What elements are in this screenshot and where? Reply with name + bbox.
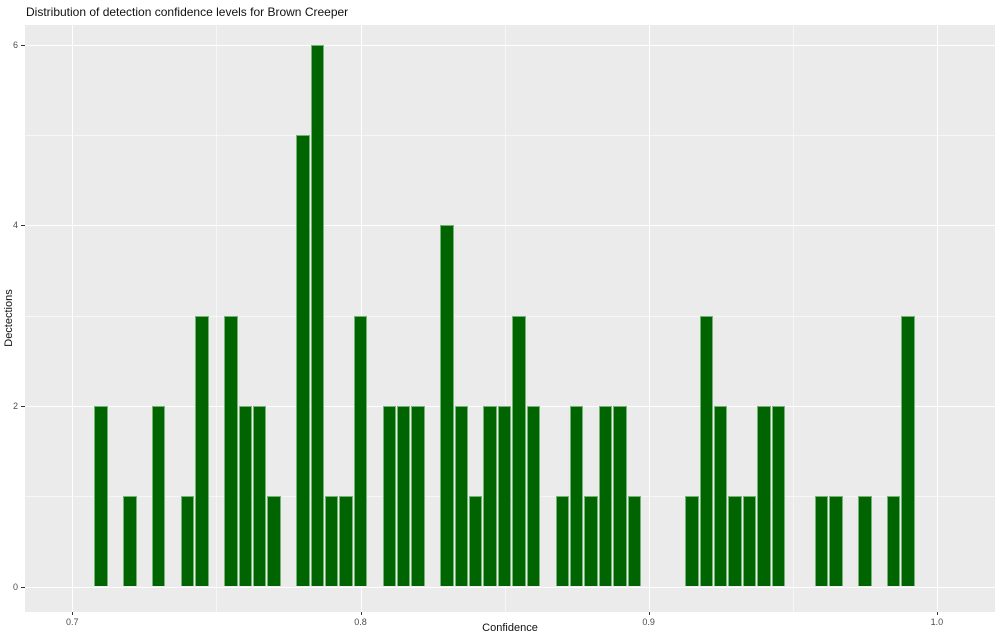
histogram-bar: [454, 405, 469, 587]
histogram-bar: [886, 496, 901, 587]
histogram-bar: [627, 496, 641, 587]
histogram-bar: [296, 134, 310, 587]
histogram-bar: [267, 496, 281, 587]
x-tick-mark: [648, 612, 650, 615]
y-tick-label: 0: [12, 581, 18, 592]
x-tick-label: 0.8: [354, 617, 367, 627]
histogram-bar: [339, 496, 353, 587]
gridline-major-x: [648, 25, 650, 612]
x-tick-mark: [936, 612, 938, 615]
histogram-bar: [310, 44, 324, 587]
gridline-minor-y: [25, 315, 995, 317]
histogram-bar: [252, 405, 267, 587]
histogram-bar: [512, 315, 526, 587]
histogram-bar: [411, 405, 425, 587]
histogram-bar: [699, 315, 714, 587]
histogram-bar: [771, 405, 786, 587]
histogram-bar: [829, 496, 843, 587]
plot-panel: [25, 25, 995, 612]
histogram-bar: [397, 405, 411, 587]
histogram-bar: [901, 315, 915, 587]
histogram-bar: [685, 496, 699, 587]
y-tick-label: 4: [12, 220, 18, 231]
histogram-bar: [497, 405, 512, 587]
gridline-major-y: [25, 225, 995, 227]
x-tick-mark: [360, 612, 362, 615]
y-tick-label: 6: [12, 39, 18, 50]
histogram-bar: [613, 405, 627, 587]
histogram-bar: [382, 405, 397, 587]
histogram-bar: [224, 315, 238, 587]
histogram-bar: [714, 405, 728, 587]
histogram-bar: [440, 225, 454, 587]
histogram-bar: [180, 496, 195, 587]
histogram-bar: [238, 405, 252, 587]
histogram-bar: [584, 496, 598, 587]
x-tick-label: 1.0: [930, 617, 944, 627]
x-axis-title: Confidence: [482, 622, 538, 634]
gridline-major-y: [25, 44, 995, 46]
x-tick-label: 0.9: [642, 617, 655, 627]
x-tick-label: 0.7: [66, 617, 79, 627]
histogram-bar: [94, 405, 108, 587]
histogram-bar: [858, 496, 872, 587]
histogram-bar: [728, 496, 742, 587]
x-tick-mark: [72, 612, 74, 615]
histogram-bar: [814, 496, 829, 587]
histogram-bar: [152, 405, 166, 587]
y-tick-label: 2: [12, 400, 18, 411]
y-tick-mark: [21, 405, 25, 407]
histogram-bar: [353, 315, 368, 587]
y-tick-mark: [21, 586, 25, 588]
y-tick-mark: [21, 225, 25, 227]
gridline-minor-x: [216, 25, 218, 612]
gridline-major-x: [72, 25, 74, 612]
histogram-bar: [483, 405, 497, 587]
gridline-major-y: [25, 586, 995, 588]
histogram-bar: [195, 315, 209, 587]
histogram-bar: [598, 405, 613, 587]
y-tick-mark: [21, 44, 25, 46]
histogram-bar: [324, 496, 339, 587]
histogram-bar: [123, 496, 137, 587]
histogram-bar: [555, 496, 569, 587]
histogram-bar: [742, 496, 757, 587]
gridline-minor-x: [504, 25, 506, 612]
histogram-bar: [757, 405, 771, 587]
histogram-bar: [569, 405, 584, 587]
gridline-minor-y: [25, 134, 995, 136]
histogram-bar: [469, 496, 483, 587]
chart-title: Distribution of detection confidence lev…: [26, 5, 349, 19]
gridline-minor-x: [792, 25, 794, 612]
histogram-bar: [526, 405, 541, 587]
gridline-major-x: [936, 25, 938, 612]
y-axis-title: Dectections: [3, 289, 15, 347]
